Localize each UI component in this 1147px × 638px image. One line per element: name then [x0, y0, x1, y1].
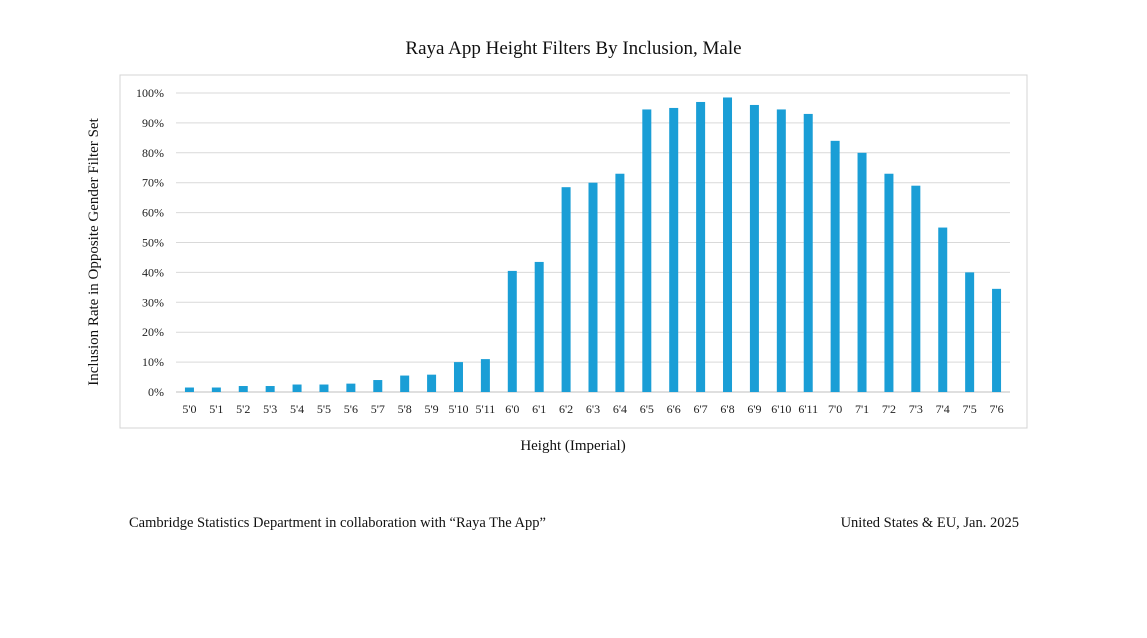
y-tick-label: 0% — [148, 385, 164, 399]
bar — [427, 374, 437, 392]
bar — [615, 173, 625, 392]
bar — [642, 109, 652, 392]
bar — [346, 383, 356, 392]
x-tick-label: 5'5 — [317, 402, 331, 416]
bars — [184, 97, 1002, 393]
bar — [776, 109, 786, 392]
bar — [857, 152, 867, 392]
bar — [453, 362, 463, 392]
bar — [238, 386, 248, 392]
y-tick-label: 90% — [142, 116, 164, 130]
y-tick-label: 80% — [142, 146, 164, 160]
x-tick-label: 5'6 — [344, 402, 358, 416]
x-tick-label: 5'10 — [448, 402, 468, 416]
x-tick-label: 6'0 — [505, 402, 519, 416]
x-tick-label: 6'5 — [640, 402, 654, 416]
bar — [965, 272, 975, 392]
x-tick-label: 7'4 — [936, 402, 950, 416]
y-tick-label: 20% — [142, 325, 164, 339]
y-tick-label: 50% — [142, 236, 164, 250]
bar — [400, 375, 410, 392]
bar — [319, 384, 329, 392]
x-tick-label: 6'7 — [694, 402, 708, 416]
x-tick-label: 5'4 — [290, 402, 304, 416]
bar — [373, 380, 383, 392]
bar — [480, 359, 490, 392]
x-tick-label: 7'6 — [989, 402, 1003, 416]
x-tick-label: 6'6 — [667, 402, 681, 416]
plot-frame — [119, 74, 1028, 429]
bar — [749, 104, 759, 393]
x-tick-label: 5'0 — [182, 402, 196, 416]
bar — [211, 387, 221, 392]
y-tick-label: 100% — [136, 86, 164, 100]
x-tick-label: 6'2 — [559, 402, 573, 416]
bar — [588, 182, 598, 392]
y-axis-ticks: 0% 10% 20% 30% 40% 50% 60% 70% 80% 90% 100% — [136, 86, 164, 399]
x-tick-label: 5'11 — [476, 402, 496, 416]
x-tick-label: 7'1 — [855, 402, 869, 416]
bar — [830, 140, 840, 392]
bar — [534, 261, 544, 392]
x-axis-ticks: 5'0 5'1 5'2 5'3 5'4 5'5 5'6 5'7 5'8 5'9 5'10 5'11 6'… — [182, 402, 1003, 416]
x-tick-label: 5'7 — [371, 402, 385, 416]
bar — [184, 387, 194, 392]
footer-region-date: United States & EU, Jan. 2025 — [840, 515, 1019, 531]
bar — [938, 227, 948, 392]
y-tick-label: 10% — [142, 355, 164, 369]
y-tick-label: 30% — [142, 295, 164, 309]
bar — [669, 107, 679, 392]
x-tick-label: 6'8 — [720, 402, 734, 416]
x-tick-label: 6'10 — [771, 402, 791, 416]
x-tick-label: 7'5 — [963, 402, 977, 416]
x-tick-label: 6'4 — [613, 402, 627, 416]
x-tick-label: 6'3 — [586, 402, 600, 416]
x-tick-label: 5'9 — [424, 402, 438, 416]
x-tick-label: 6'9 — [747, 402, 761, 416]
bar — [884, 173, 894, 392]
bar — [992, 288, 1002, 392]
x-tick-label: 6'1 — [532, 402, 546, 416]
y-tick-label: 40% — [142, 265, 164, 279]
x-axis-label: Height (Imperial) — [520, 438, 625, 454]
x-tick-label: 5'1 — [209, 402, 223, 416]
bar — [803, 113, 813, 393]
x-tick-label: 7'0 — [828, 402, 842, 416]
y-tick-label: 60% — [142, 206, 164, 220]
x-tick-label: 5'2 — [236, 402, 250, 416]
chart-title: Raya App Height Filters By Inclusion, Ma… — [405, 38, 742, 59]
bar — [696, 101, 706, 392]
y-tick-label: 70% — [142, 176, 164, 190]
x-tick-label: 6'11 — [798, 402, 818, 416]
x-tick-label: 7'2 — [882, 402, 896, 416]
bar — [507, 270, 517, 392]
bar — [911, 185, 921, 392]
footer-source: Cambridge Statistics Department in colla… — [129, 515, 546, 531]
bar — [292, 384, 302, 392]
bar — [265, 386, 275, 392]
x-tick-label: 5'3 — [263, 402, 277, 416]
x-tick-label: 7'3 — [909, 402, 923, 416]
bar — [561, 187, 571, 392]
bar — [723, 97, 733, 393]
x-tick-label: 5'8 — [398, 402, 412, 416]
y-axis-label: Inclusion Rate in Opposite Gender Filter… — [86, 117, 102, 385]
